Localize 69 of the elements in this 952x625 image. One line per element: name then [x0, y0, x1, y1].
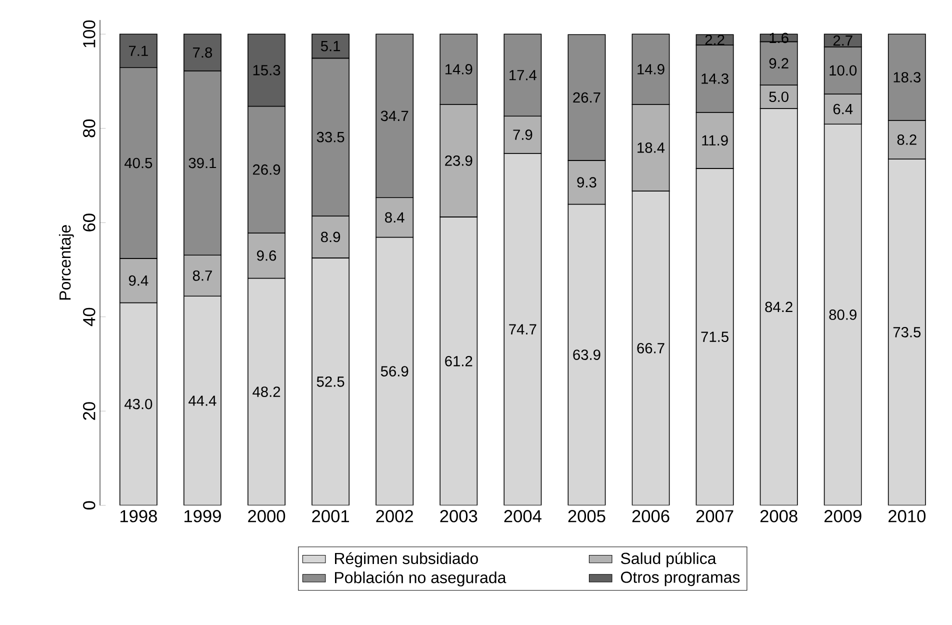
- data-label: 14.9: [445, 64, 472, 74]
- data-label: 9.3: [577, 176, 596, 188]
- x-tick-label: 2009: [824, 510, 862, 522]
- x-tick-label: 2001: [312, 510, 349, 522]
- data-label: 9.4: [128, 275, 148, 286]
- data-label: 23.9: [445, 155, 472, 166]
- legend-label: Salud pública: [620, 552, 716, 568]
- x-tick-label: 2007: [696, 510, 734, 522]
- data-label: 71.5: [701, 332, 728, 342]
- y-tick-label: 100: [83, 20, 96, 48]
- data-label: 40.5: [124, 158, 152, 168]
- x-tick-label: 2002: [376, 510, 413, 522]
- data-label: 7.1: [128, 46, 148, 56]
- data-label: 73.5: [893, 326, 921, 338]
- legend-label: Régimen subsidiado: [335, 552, 478, 568]
- data-label: 61.2: [445, 356, 472, 366]
- data-label: 9.2: [769, 58, 788, 68]
- data-label: 80.9: [829, 309, 856, 320]
- data-label: 10.0: [830, 65, 857, 76]
- x-tick-label: 1998: [120, 510, 157, 522]
- data-label: 74.7: [509, 324, 536, 334]
- y-tick-label: 40: [83, 308, 96, 326]
- data-label: 2.2: [705, 34, 724, 45]
- data-label: 66.7: [637, 342, 664, 354]
- data-label: 2.7: [833, 35, 852, 46]
- y-tick-label: 80: [83, 119, 96, 138]
- data-label: 34.7: [380, 110, 408, 121]
- data-label: 17.4: [510, 70, 537, 80]
- data-label: 8.9: [320, 232, 340, 242]
- legend-label: Población no asegurada: [335, 571, 506, 586]
- data-label: 14.3: [702, 73, 728, 84]
- data-label: 39.1: [188, 158, 216, 168]
- data-label: 48.2: [252, 386, 280, 397]
- data-label: 7.8: [193, 47, 212, 58]
- data-label: 26.7: [573, 92, 600, 103]
- y-tick-label: 60: [83, 213, 96, 232]
- data-label: 9.6: [257, 250, 276, 261]
- x-tick-label: 2006: [632, 510, 670, 522]
- data-label: 8.2: [897, 134, 916, 145]
- data-label: 44.4: [188, 396, 216, 406]
- data-label: 33.5: [316, 132, 344, 142]
- data-label: 5.1: [320, 40, 340, 52]
- data-label: 8.7: [192, 270, 212, 281]
- legend-label: Otros programas: [620, 571, 740, 586]
- data-label: 6.4: [833, 104, 853, 114]
- x-tick-label: 2003: [440, 510, 478, 522]
- data-label: 56.9: [380, 366, 408, 376]
- data-label: 43.0: [124, 398, 152, 410]
- data-label: 14.9: [638, 64, 664, 74]
- data-label: 63.9: [573, 349, 600, 360]
- data-label: 18.4: [638, 142, 665, 153]
- data-label: 11.9: [702, 135, 728, 146]
- data-label: 26.9: [252, 164, 280, 175]
- x-tick-label: 2004: [504, 510, 542, 522]
- y-tick-label: 20: [83, 402, 96, 420]
- data-label: 5.0: [769, 91, 788, 102]
- x-tick-label: 2005: [568, 510, 606, 522]
- data-label: 52.5: [316, 376, 344, 387]
- x-tick-label: 2000: [248, 510, 286, 522]
- data-label: 15.3: [253, 64, 280, 76]
- data-label: 8.4: [385, 212, 404, 222]
- x-tick-label: 2010: [888, 510, 926, 522]
- y-tick-label: 0: [83, 501, 96, 510]
- y-axis-title: Porcentaje: [58, 224, 74, 300]
- x-tick-label: 1999: [184, 510, 221, 522]
- data-label: 84.2: [765, 302, 792, 312]
- data-label: 18.3: [894, 72, 921, 82]
- x-tick-label: 2008: [760, 510, 798, 522]
- data-label: 7.9: [513, 129, 532, 140]
